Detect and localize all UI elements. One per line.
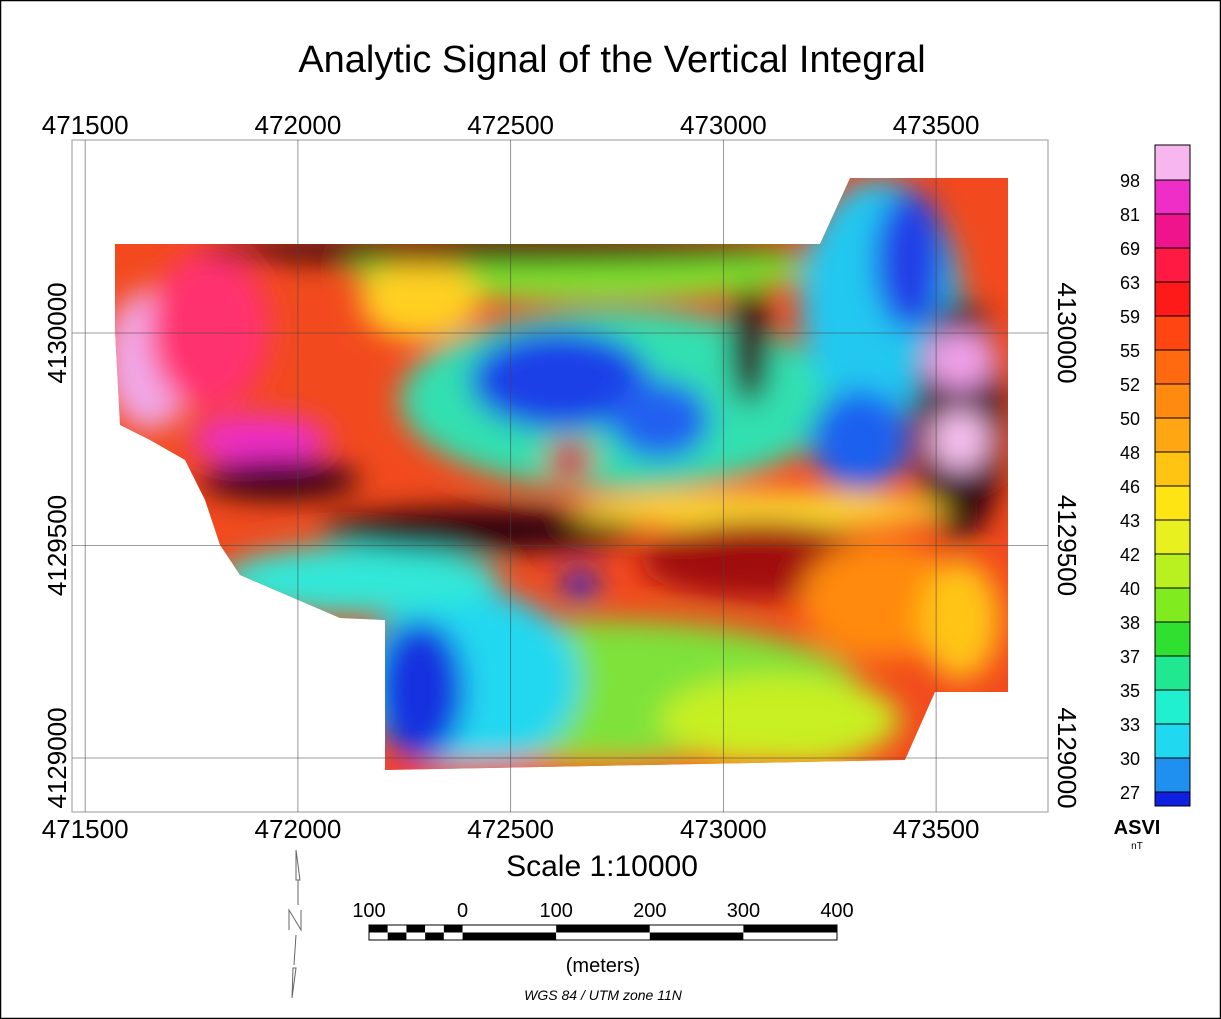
- color-band: [1155, 690, 1190, 724]
- x-tick-label: 471500: [42, 110, 129, 140]
- color-band: [1155, 758, 1190, 792]
- scale-block: [425, 925, 444, 933]
- legend-title: ASVI: [1114, 817, 1161, 839]
- x-tick-label: 472500: [467, 814, 554, 844]
- scale-label: 100: [540, 900, 573, 922]
- scale-block: [406, 933, 425, 941]
- color-band: [1155, 724, 1190, 758]
- y-tick-label: 4129000: [1052, 707, 1082, 808]
- legend-label: 81: [1120, 205, 1140, 225]
- scale-block: [388, 933, 407, 941]
- legend-label: 55: [1120, 341, 1140, 361]
- legend-label: 50: [1120, 409, 1140, 429]
- scale-block: [425, 933, 444, 941]
- x-tick-label: 473500: [893, 110, 980, 140]
- scale-block: [388, 925, 407, 933]
- color-band: [1155, 316, 1190, 350]
- scale-label: 100: [352, 900, 385, 922]
- color-band: [1155, 180, 1190, 214]
- scale-block: [650, 933, 744, 941]
- legend-unit: nT: [1131, 841, 1143, 852]
- color-band: [1155, 214, 1190, 248]
- scale-block: [556, 925, 650, 933]
- color-band: [1155, 554, 1190, 588]
- scale-label: 300: [727, 900, 760, 922]
- legend-label: 43: [1120, 511, 1140, 531]
- legend-label: 48: [1120, 443, 1140, 463]
- color-band: [1155, 486, 1190, 520]
- legend-label: 63: [1120, 273, 1140, 293]
- map-title: Analytic Signal of the Vertical Integral: [298, 39, 925, 81]
- scale-label: 400: [820, 900, 853, 922]
- color-band: [1155, 384, 1190, 418]
- y-tick-label: 4130000: [42, 282, 72, 383]
- legend-label: 69: [1120, 239, 1140, 259]
- color-band: [1155, 622, 1190, 656]
- y-tick-label: 4129500: [1052, 495, 1082, 596]
- color-band: [1155, 248, 1190, 282]
- scale-block: [743, 925, 837, 933]
- x-tick-label: 473000: [680, 814, 767, 844]
- x-tick-label: 472000: [255, 110, 342, 140]
- scale-block: [463, 925, 557, 933]
- legend-label: 38: [1120, 613, 1140, 633]
- x-tick-label: 472000: [255, 814, 342, 844]
- map-figure: Analytic Signal of the Vertical Integral: [0, 0, 1221, 1019]
- legend-label: 98: [1120, 171, 1140, 191]
- legend-label: 35: [1120, 681, 1140, 701]
- scale-block: [463, 933, 557, 941]
- scale-block: [406, 925, 425, 933]
- color-band: [1155, 452, 1190, 486]
- x-tick-label: 473500: [893, 814, 980, 844]
- color-band: [1155, 792, 1190, 806]
- scale-text: Scale 1:10000: [506, 850, 698, 883]
- x-tick-label: 473000: [680, 110, 767, 140]
- scale-block: [444, 925, 463, 933]
- legend-label: 27: [1120, 783, 1140, 803]
- color-band: [1155, 282, 1190, 316]
- y-tick-label: 4130000: [1052, 282, 1082, 383]
- color-band: [1155, 588, 1190, 622]
- legend-label: 40: [1120, 579, 1140, 599]
- scale-label: 0: [457, 900, 468, 922]
- color-band: [1155, 520, 1190, 554]
- x-tick-label: 471500: [42, 814, 129, 844]
- color-band: [1155, 145, 1190, 180]
- legend-label: 33: [1120, 715, 1140, 735]
- legend-label: 30: [1120, 749, 1140, 769]
- legend-label: 46: [1120, 477, 1140, 497]
- y-tick-label: 4129500: [42, 495, 72, 596]
- scale-block: [444, 933, 463, 941]
- color-band: [1155, 656, 1190, 690]
- scale-block: [369, 933, 388, 941]
- scale-block: [556, 933, 650, 941]
- scale-unit: (meters): [566, 955, 640, 977]
- scale-block: [369, 925, 388, 933]
- legend-label: 42: [1120, 545, 1140, 565]
- color-band: [1155, 350, 1190, 384]
- projection: WGS 84 / UTM zone 11N: [524, 987, 683, 1003]
- legend-label: 52: [1120, 375, 1140, 395]
- legend-label: 59: [1120, 307, 1140, 327]
- legend-label: 37: [1120, 647, 1140, 667]
- x-tick-label: 472500: [467, 110, 554, 140]
- color-band: [1155, 418, 1190, 452]
- y-tick-label: 4129000: [42, 707, 72, 808]
- scale-block: [650, 925, 744, 933]
- scale-block: [743, 933, 837, 941]
- scale-label: 200: [633, 900, 666, 922]
